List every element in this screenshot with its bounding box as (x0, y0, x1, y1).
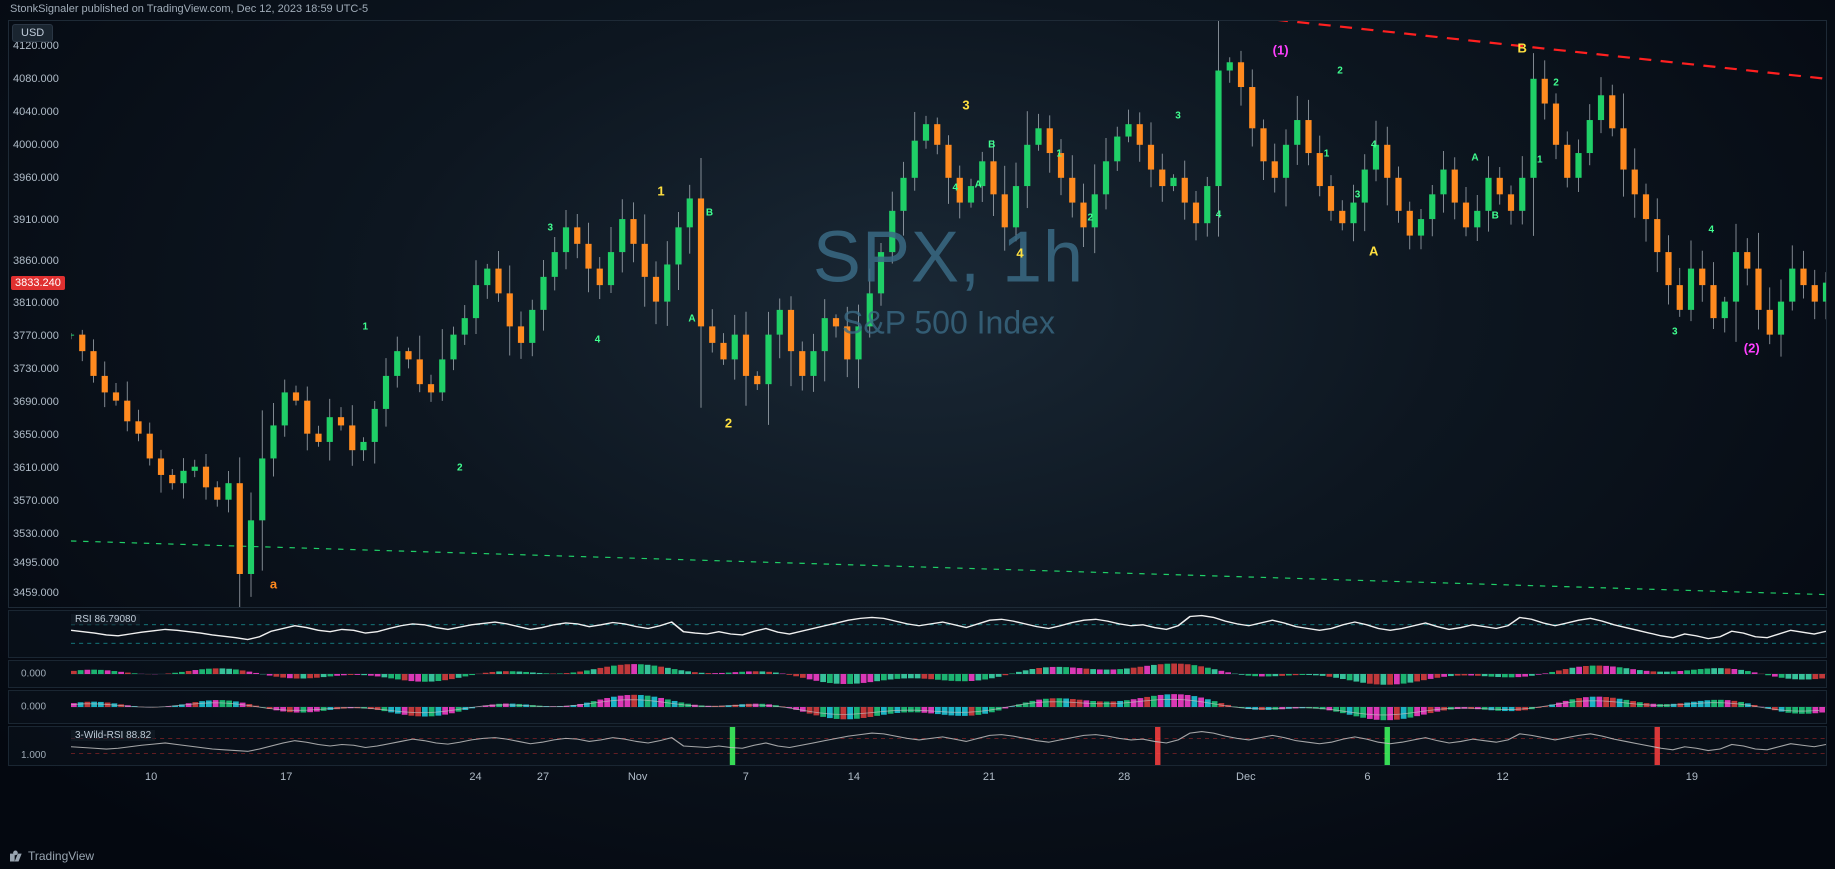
hist2-left-val: 0.000 (21, 702, 46, 713)
ew-label: B (706, 208, 713, 219)
ew-label: 4 (952, 183, 958, 194)
rsi-label: RSI 86.79080 (71, 614, 140, 625)
x-tick: 10 (145, 771, 157, 783)
y-tick: 3690.000 (13, 396, 59, 408)
tradingview-logo-icon (10, 849, 24, 863)
ew-label: 4 (1016, 245, 1023, 260)
current-price-tag: 3833.240 (11, 276, 65, 290)
ew-label: 3 (962, 98, 969, 113)
hist1-panel[interactable]: 0.000 (8, 660, 1827, 688)
y-tick: 4000.000 (13, 139, 59, 151)
ew-label: 4 (595, 334, 601, 345)
ew-label: A (1471, 152, 1478, 163)
y-tick: 3650.000 (13, 429, 59, 441)
ew-label: 4 (1216, 209, 1222, 220)
rsi-svg (71, 611, 1826, 657)
x-tick: 17 (280, 771, 292, 783)
y-tick: 3770.000 (13, 330, 59, 342)
ew-label: 1 (1537, 155, 1543, 166)
ew-label: A (688, 314, 695, 325)
y-tick: 3459.000 (13, 587, 59, 599)
ew-label: 1 (1056, 148, 1062, 159)
ew-label: 3 (547, 223, 553, 234)
ew-label: 2 (1087, 213, 1093, 224)
ew-label: 2 (1553, 78, 1559, 89)
y-tick: 3610.000 (13, 462, 59, 474)
ew-label: 2 (725, 415, 732, 430)
y-tick: 3810.000 (13, 297, 59, 309)
ew-label: B (1492, 210, 1499, 221)
hist1-left-val: 0.000 (21, 669, 46, 680)
y-tick: 3570.000 (13, 495, 59, 507)
ew-label: B (988, 140, 995, 151)
x-tick: 6 (1364, 771, 1370, 783)
wild-rsi-panel[interactable]: 3-Wild-RSI 88.82 1.000 (8, 726, 1827, 766)
wild-label: 3-Wild-RSI 88.82 (71, 730, 155, 741)
x-tick: Nov (628, 771, 648, 783)
x-tick: 28 (1118, 771, 1130, 783)
x-tick: 21 (983, 771, 995, 783)
y-tick: 3730.000 (13, 363, 59, 375)
x-tick: 14 (848, 771, 860, 783)
ew-label: A (975, 179, 982, 190)
hist2-panel[interactable]: 0.000 (8, 690, 1827, 724)
header-text: StonkSignaler published on TradingView.c… (10, 3, 368, 15)
y-tick: 3910.000 (13, 214, 59, 226)
currency-badge[interactable]: USD (12, 24, 53, 42)
ew-label: 3 (1672, 326, 1678, 337)
x-tick: 7 (743, 771, 749, 783)
price-y-axis: 3459.000 3495.000 3530.000 3570.000 3610.000… (9, 21, 71, 607)
ew-label: 2 (1337, 65, 1343, 76)
ew-label: 3 (1175, 111, 1181, 122)
wild-left-val: 1.000 (21, 750, 46, 761)
ew-label: 2 (457, 463, 463, 474)
x-tick: 27 (537, 771, 549, 783)
y-tick: 3860.000 (13, 255, 59, 267)
x-tick: 24 (469, 771, 481, 783)
ew-label: a (270, 577, 277, 592)
rsi-panel[interactable]: RSI 86.79080 (8, 610, 1827, 658)
y-tick: 3495.000 (13, 557, 59, 569)
price-chart-panel[interactable]: 3459.000 3495.000 3530.000 3570.000 3610.000… (8, 20, 1827, 608)
ew-label: B (1518, 40, 1527, 55)
ew-label: 1 (1324, 148, 1330, 159)
y-tick: 4040.000 (13, 106, 59, 118)
x-tick: Dec (1236, 771, 1256, 783)
hist1-svg (71, 661, 1826, 687)
ew-label: A (1369, 244, 1378, 259)
ew-label: 1 (363, 322, 369, 333)
price-plot[interactable]: SPX, 1h S&P 500 Index a12341AB234AB41234… (71, 21, 1826, 607)
ew-label: 4 (1708, 224, 1714, 235)
time-x-axis: 10 17 24 27 Nov 7 14 21 28 Dec 6 12 19 (8, 768, 1827, 790)
ew-label: 1 (657, 183, 664, 198)
wild-svg (71, 727, 1826, 765)
y-tick: 4080.000 (13, 73, 59, 85)
footer-brand: TradingView (28, 849, 94, 863)
x-tick: 12 (1497, 771, 1509, 783)
ew-label: (2) (1744, 341, 1760, 356)
header-bar: StonkSignaler published on TradingView.c… (0, 0, 1835, 18)
ew-label: (1) (1273, 42, 1289, 57)
ew-label: 4 (1371, 140, 1377, 151)
ew-label: 3 (1355, 189, 1361, 200)
x-tick: 19 (1686, 771, 1698, 783)
price-svg (71, 21, 1826, 607)
y-tick: 3960.000 (13, 172, 59, 184)
y-tick: 3530.000 (13, 528, 59, 540)
footer: TradingView (10, 849, 94, 863)
hist2-svg (71, 691, 1826, 723)
